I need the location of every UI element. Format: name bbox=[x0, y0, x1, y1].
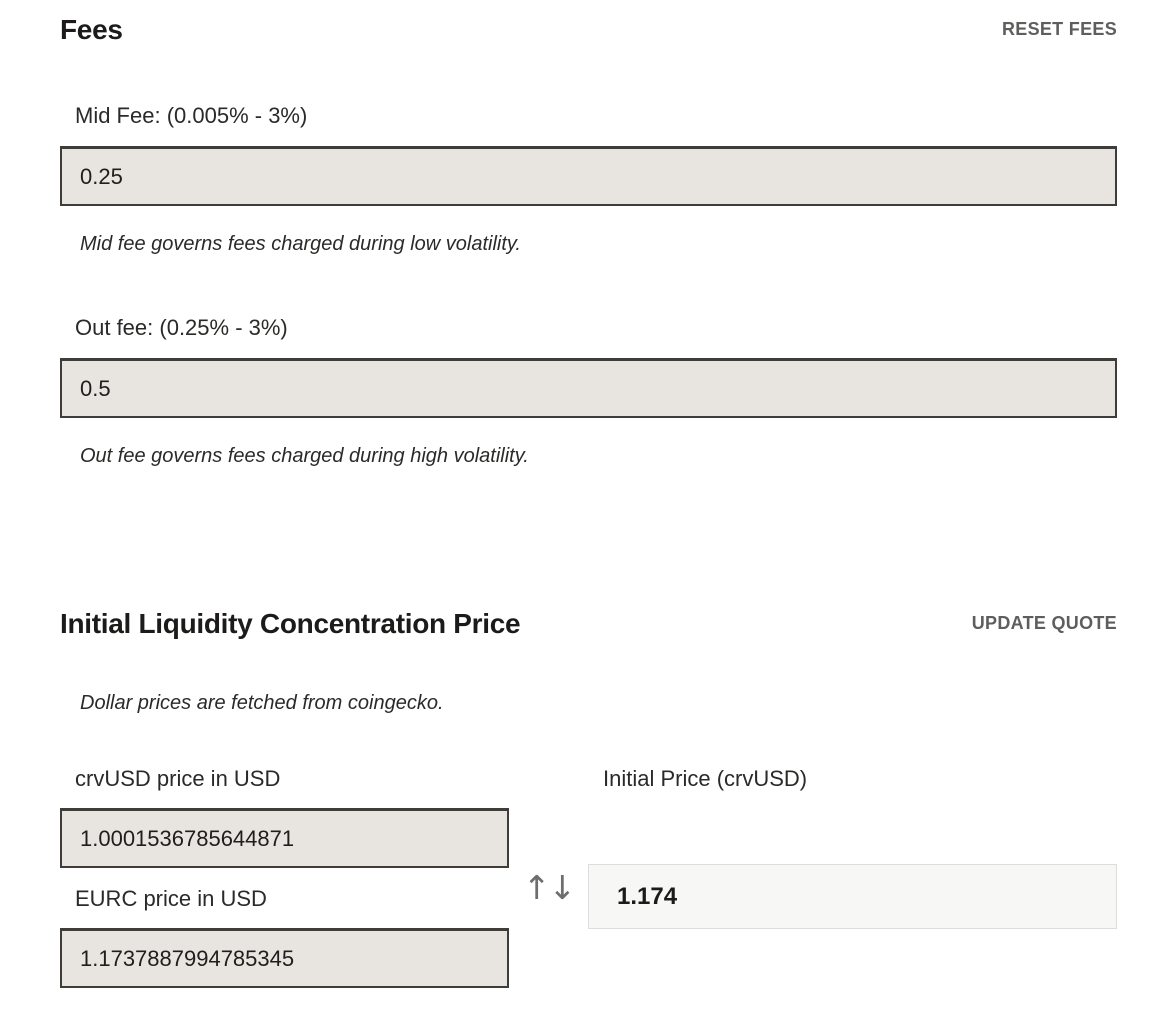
token-prices-column: crvUSD price in USD EURC price in USD bbox=[60, 766, 509, 988]
swap-column: ↑↓ bbox=[509, 766, 588, 906]
initial-price-label: Initial Price (crvUSD) bbox=[603, 766, 808, 791]
initial-price-value: 1.174 bbox=[617, 882, 678, 910]
fees-section: Fees RESET FEES Mid Fee: (0.005% - 3%) M… bbox=[60, 14, 1117, 468]
eurc-price-label: EURC price in USD bbox=[75, 886, 267, 911]
initial-price-section-header: Initial Liquidity Concentration Price UP… bbox=[60, 608, 1117, 640]
update-quote-button[interactable]: UPDATE QUOTE bbox=[972, 608, 1117, 634]
fees-section-header: Fees RESET FEES bbox=[60, 14, 1117, 46]
initial-price-section: Initial Liquidity Concentration Price UP… bbox=[60, 608, 1117, 988]
pool-creation-form: Fees RESET FEES Mid Fee: (0.005% - 3%) M… bbox=[60, 14, 1117, 988]
out-fee-input[interactable] bbox=[60, 358, 1117, 418]
mid-fee-helper-text: Mid fee governs fees charged during low … bbox=[80, 233, 521, 255]
out-fee-label: Out fee: (0.25% - 3%) bbox=[75, 315, 288, 340]
eurc-price-input[interactable] bbox=[60, 928, 509, 988]
crvusd-price-label: crvUSD price in USD bbox=[75, 766, 281, 791]
coingecko-helper-text: Dollar prices are fetched from coingecko… bbox=[80, 692, 444, 714]
out-fee-helper-text: Out fee governs fees charged during high… bbox=[80, 445, 529, 467]
initial-price-result-box: 1.174 bbox=[588, 864, 1117, 929]
fees-section-title: Fees bbox=[60, 14, 123, 45]
mid-fee-input[interactable] bbox=[60, 146, 1117, 206]
crvusd-price-input[interactable] bbox=[60, 808, 509, 868]
reset-fees-button[interactable]: RESET FEES bbox=[1002, 14, 1117, 40]
initial-price-column: Initial Price (crvUSD) 1.174 bbox=[588, 766, 1117, 929]
initial-price-section-title: Initial Liquidity Concentration Price bbox=[60, 608, 521, 639]
swap-arrows-icon[interactable]: ↑↓ bbox=[522, 868, 576, 907]
price-inputs-row: crvUSD price in USD EURC price in USD ↑↓… bbox=[60, 766, 1117, 988]
mid-fee-label: Mid Fee: (0.005% - 3%) bbox=[75, 103, 308, 128]
